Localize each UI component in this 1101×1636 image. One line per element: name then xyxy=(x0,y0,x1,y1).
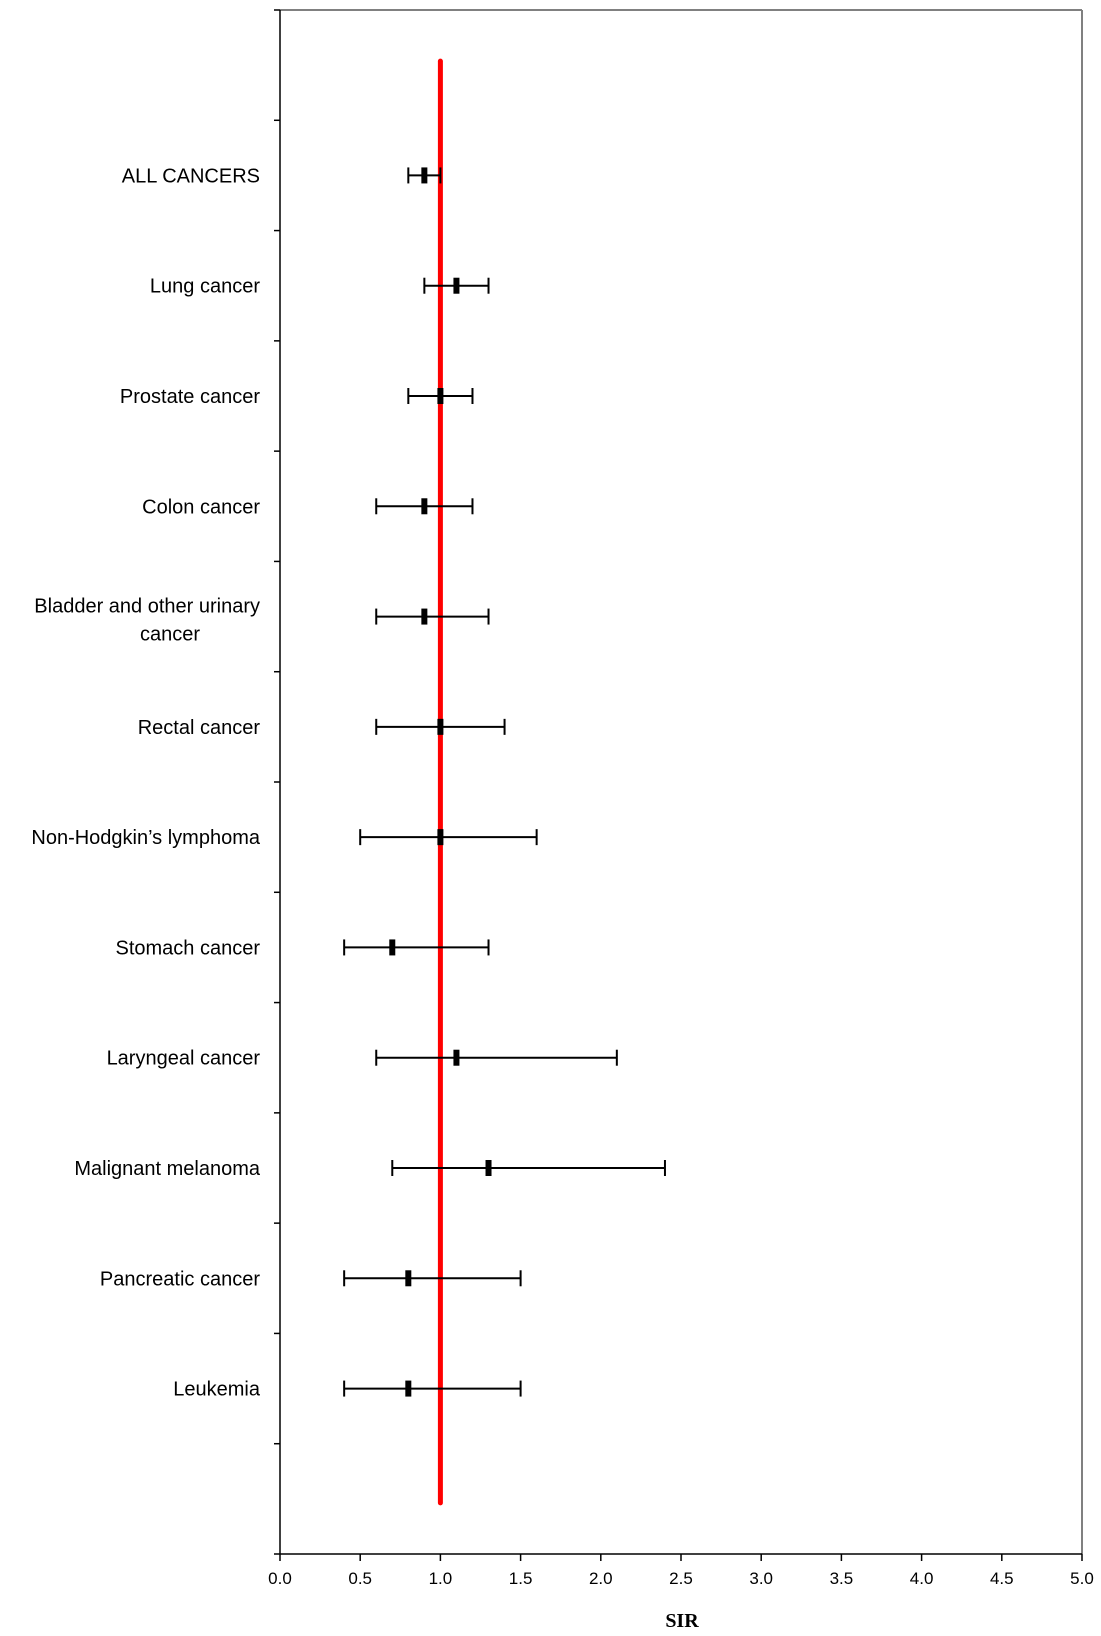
sir-point xyxy=(437,718,444,735)
x-tick-label: 2.0 xyxy=(589,1569,613,1588)
sir-point xyxy=(485,1160,492,1176)
x-tick-label: 4.0 xyxy=(910,1569,934,1588)
forest-row xyxy=(343,1270,522,1287)
x-tick-label: 4.5 xyxy=(990,1569,1014,1588)
category-label: Pancreatic cancer xyxy=(100,1268,260,1290)
x-tick-label: 1.5 xyxy=(509,1569,533,1588)
category-label: Leukemia xyxy=(173,1379,261,1401)
category-label: ALL CANCERS xyxy=(122,165,260,187)
category-labels: ALL CANCERS Lung cancer Prostate cancer Col… xyxy=(31,165,261,1400)
forest-row xyxy=(343,1380,522,1397)
y-axis xyxy=(274,9,281,1555)
x-tick-label: 2.5 xyxy=(669,1569,693,1588)
sir-point xyxy=(437,388,444,404)
forest-row xyxy=(391,1160,666,1176)
forest-row xyxy=(375,1049,618,1066)
forest-row xyxy=(375,608,490,625)
category-label-line: cancer xyxy=(140,624,200,646)
sir-point xyxy=(453,1049,460,1066)
sir-point xyxy=(437,829,444,846)
category-label: Malignant melanoma xyxy=(74,1158,261,1180)
category-label: Prostate cancer xyxy=(120,386,260,408)
forest-row xyxy=(423,277,490,294)
x-tick-label: 1.0 xyxy=(429,1569,453,1588)
forest-row xyxy=(407,167,442,184)
x-tick-label: 3.0 xyxy=(749,1569,773,1588)
forest-row xyxy=(343,939,490,956)
sir-point xyxy=(405,1380,412,1397)
plot-frame xyxy=(280,9,1083,1554)
x-tick-label: 0.0 xyxy=(268,1569,292,1588)
x-tick-label: 5.0 xyxy=(1070,1569,1094,1588)
category-label: Lung cancer xyxy=(150,276,260,298)
sir-point xyxy=(421,167,428,184)
x-axis: 0.0 0.5 1.0 1.5 2.0 2.5 3.0 3.5 4.0 4.5 5.0 xyxy=(268,1553,1094,1588)
x-tick-label: 0.5 xyxy=(348,1569,372,1588)
category-label: Bladder and other urinary cancer xyxy=(34,596,260,646)
category-label: Stomach cancer xyxy=(115,937,260,959)
forest-row xyxy=(407,388,474,404)
sir-point xyxy=(389,939,396,956)
category-label: Rectal cancer xyxy=(138,717,261,739)
forest-row xyxy=(375,718,506,735)
x-tick-label: 3.5 xyxy=(830,1569,854,1588)
data-rows xyxy=(343,167,666,1397)
forest-row xyxy=(359,829,538,846)
category-label-line: Bladder and other urinary xyxy=(34,596,260,618)
x-axis-title: SIR xyxy=(665,1610,699,1632)
category-label: Colon cancer xyxy=(142,496,260,518)
sir-point xyxy=(405,1270,412,1287)
forest-row xyxy=(375,498,474,515)
sir-point xyxy=(453,277,460,294)
category-label: Non-Hodgkin’s lymphoma xyxy=(31,827,261,849)
sir-point xyxy=(421,608,428,625)
category-label: Laryngeal cancer xyxy=(107,1048,261,1070)
sir-point xyxy=(421,498,428,515)
